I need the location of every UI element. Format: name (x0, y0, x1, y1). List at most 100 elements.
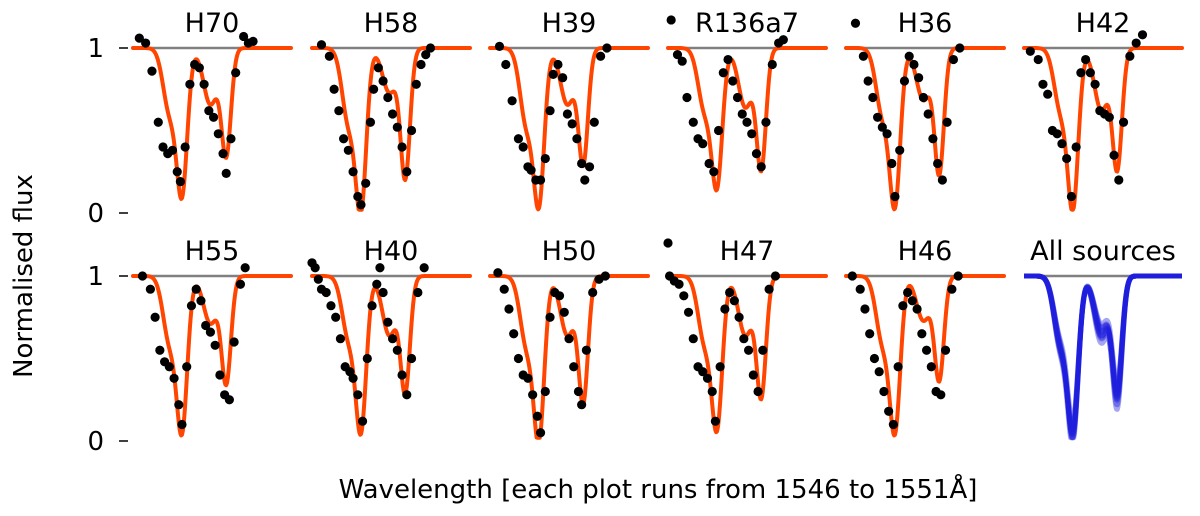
data-point (213, 129, 223, 139)
data-point (863, 76, 873, 86)
data-point (540, 386, 550, 397)
data-point (310, 263, 320, 273)
data-point (723, 54, 733, 65)
data-point (532, 411, 543, 421)
y-tick-label: 1 (87, 34, 104, 64)
data-point (751, 149, 762, 159)
data-point (564, 334, 574, 344)
data-point (698, 139, 708, 149)
data-point (324, 51, 334, 61)
data-point (928, 134, 938, 144)
data-point (419, 263, 429, 273)
data-point (899, 76, 910, 86)
data-point (518, 142, 528, 152)
data-point (850, 18, 861, 28)
spectrum-panel: All sources (1022, 236, 1184, 441)
composite-profile-line (1022, 273, 1184, 440)
data-point (134, 33, 144, 43)
data-point (1081, 54, 1091, 65)
model-profile-line (844, 46, 1006, 212)
data-point (890, 191, 900, 202)
data-point (559, 307, 569, 317)
data-point (596, 51, 606, 61)
spectrum-panel: H46 (844, 236, 1006, 438)
data-point (728, 76, 738, 86)
data-point (509, 329, 519, 339)
data-point (704, 158, 714, 169)
data-point (588, 287, 598, 298)
data-point (577, 158, 587, 169)
data-point (499, 284, 509, 294)
data-point (879, 386, 889, 397)
data-point (199, 79, 209, 89)
panel-title: All sources (1030, 236, 1176, 267)
data-point (672, 50, 683, 60)
data-point (778, 35, 788, 45)
data-point (602, 43, 612, 53)
data-point (734, 312, 744, 322)
data-point (947, 284, 957, 294)
data-point (877, 122, 887, 132)
panel-title: H36 (898, 8, 953, 39)
data-point (416, 59, 426, 70)
data-point (729, 296, 739, 306)
data-point (501, 59, 511, 70)
data-point (770, 271, 781, 281)
panel-title: R136a7 (695, 8, 799, 39)
data-point (732, 92, 743, 103)
data-point (936, 390, 946, 400)
data-point (540, 153, 550, 164)
data-point (702, 373, 713, 383)
data-point (572, 134, 582, 144)
data-point (725, 287, 735, 298)
data-point (421, 50, 431, 60)
data-point (545, 312, 555, 322)
data-point (887, 158, 897, 169)
data-point (229, 337, 239, 347)
data-point (221, 168, 231, 178)
data-point (898, 301, 908, 311)
data-point (362, 353, 372, 364)
data-point (513, 134, 524, 144)
data-point (764, 284, 774, 294)
data-point (918, 92, 929, 103)
spectrum-panel: H58 (310, 8, 472, 212)
data-point (335, 334, 346, 344)
data-point (562, 109, 573, 119)
data-point (425, 43, 436, 53)
data-point (580, 175, 590, 185)
data-point (137, 271, 148, 281)
data-point (923, 109, 933, 119)
data-point (194, 63, 204, 73)
data-point (907, 296, 917, 306)
data-point (367, 301, 377, 311)
data-point (147, 66, 157, 76)
data-point (869, 353, 880, 364)
data-point (186, 301, 197, 311)
spectrum-panel: H55 (131, 236, 293, 438)
data-point (1066, 191, 1076, 202)
model-profile-line (1022, 46, 1184, 212)
data-point (912, 304, 922, 314)
data-point (248, 36, 258, 47)
data-point (339, 134, 349, 144)
data-point (201, 320, 211, 331)
data-point (955, 43, 965, 53)
data-point (940, 345, 951, 355)
data-point (868, 92, 878, 103)
data-point (235, 279, 246, 289)
data-point (909, 59, 919, 70)
data-point (387, 109, 398, 119)
data-point (1090, 79, 1100, 89)
data-point (383, 92, 393, 103)
panel-grid: 0 1 0 1 H70 H58 H39 R136a7 H36 H42 H55 H40 H50 H47 H46… (87, 8, 1184, 457)
composite-profile-line (1022, 273, 1184, 437)
x-axis-label: Wavelength [each plot runs from 1546 to … (339, 473, 978, 505)
data-point (373, 63, 383, 73)
spectrum-panel: H70 (131, 8, 293, 201)
data-point (387, 334, 398, 344)
data-point (353, 390, 363, 400)
spectrum-panel: H36 (844, 8, 1006, 212)
model-profile-line (131, 46, 293, 201)
data-point (205, 327, 216, 337)
